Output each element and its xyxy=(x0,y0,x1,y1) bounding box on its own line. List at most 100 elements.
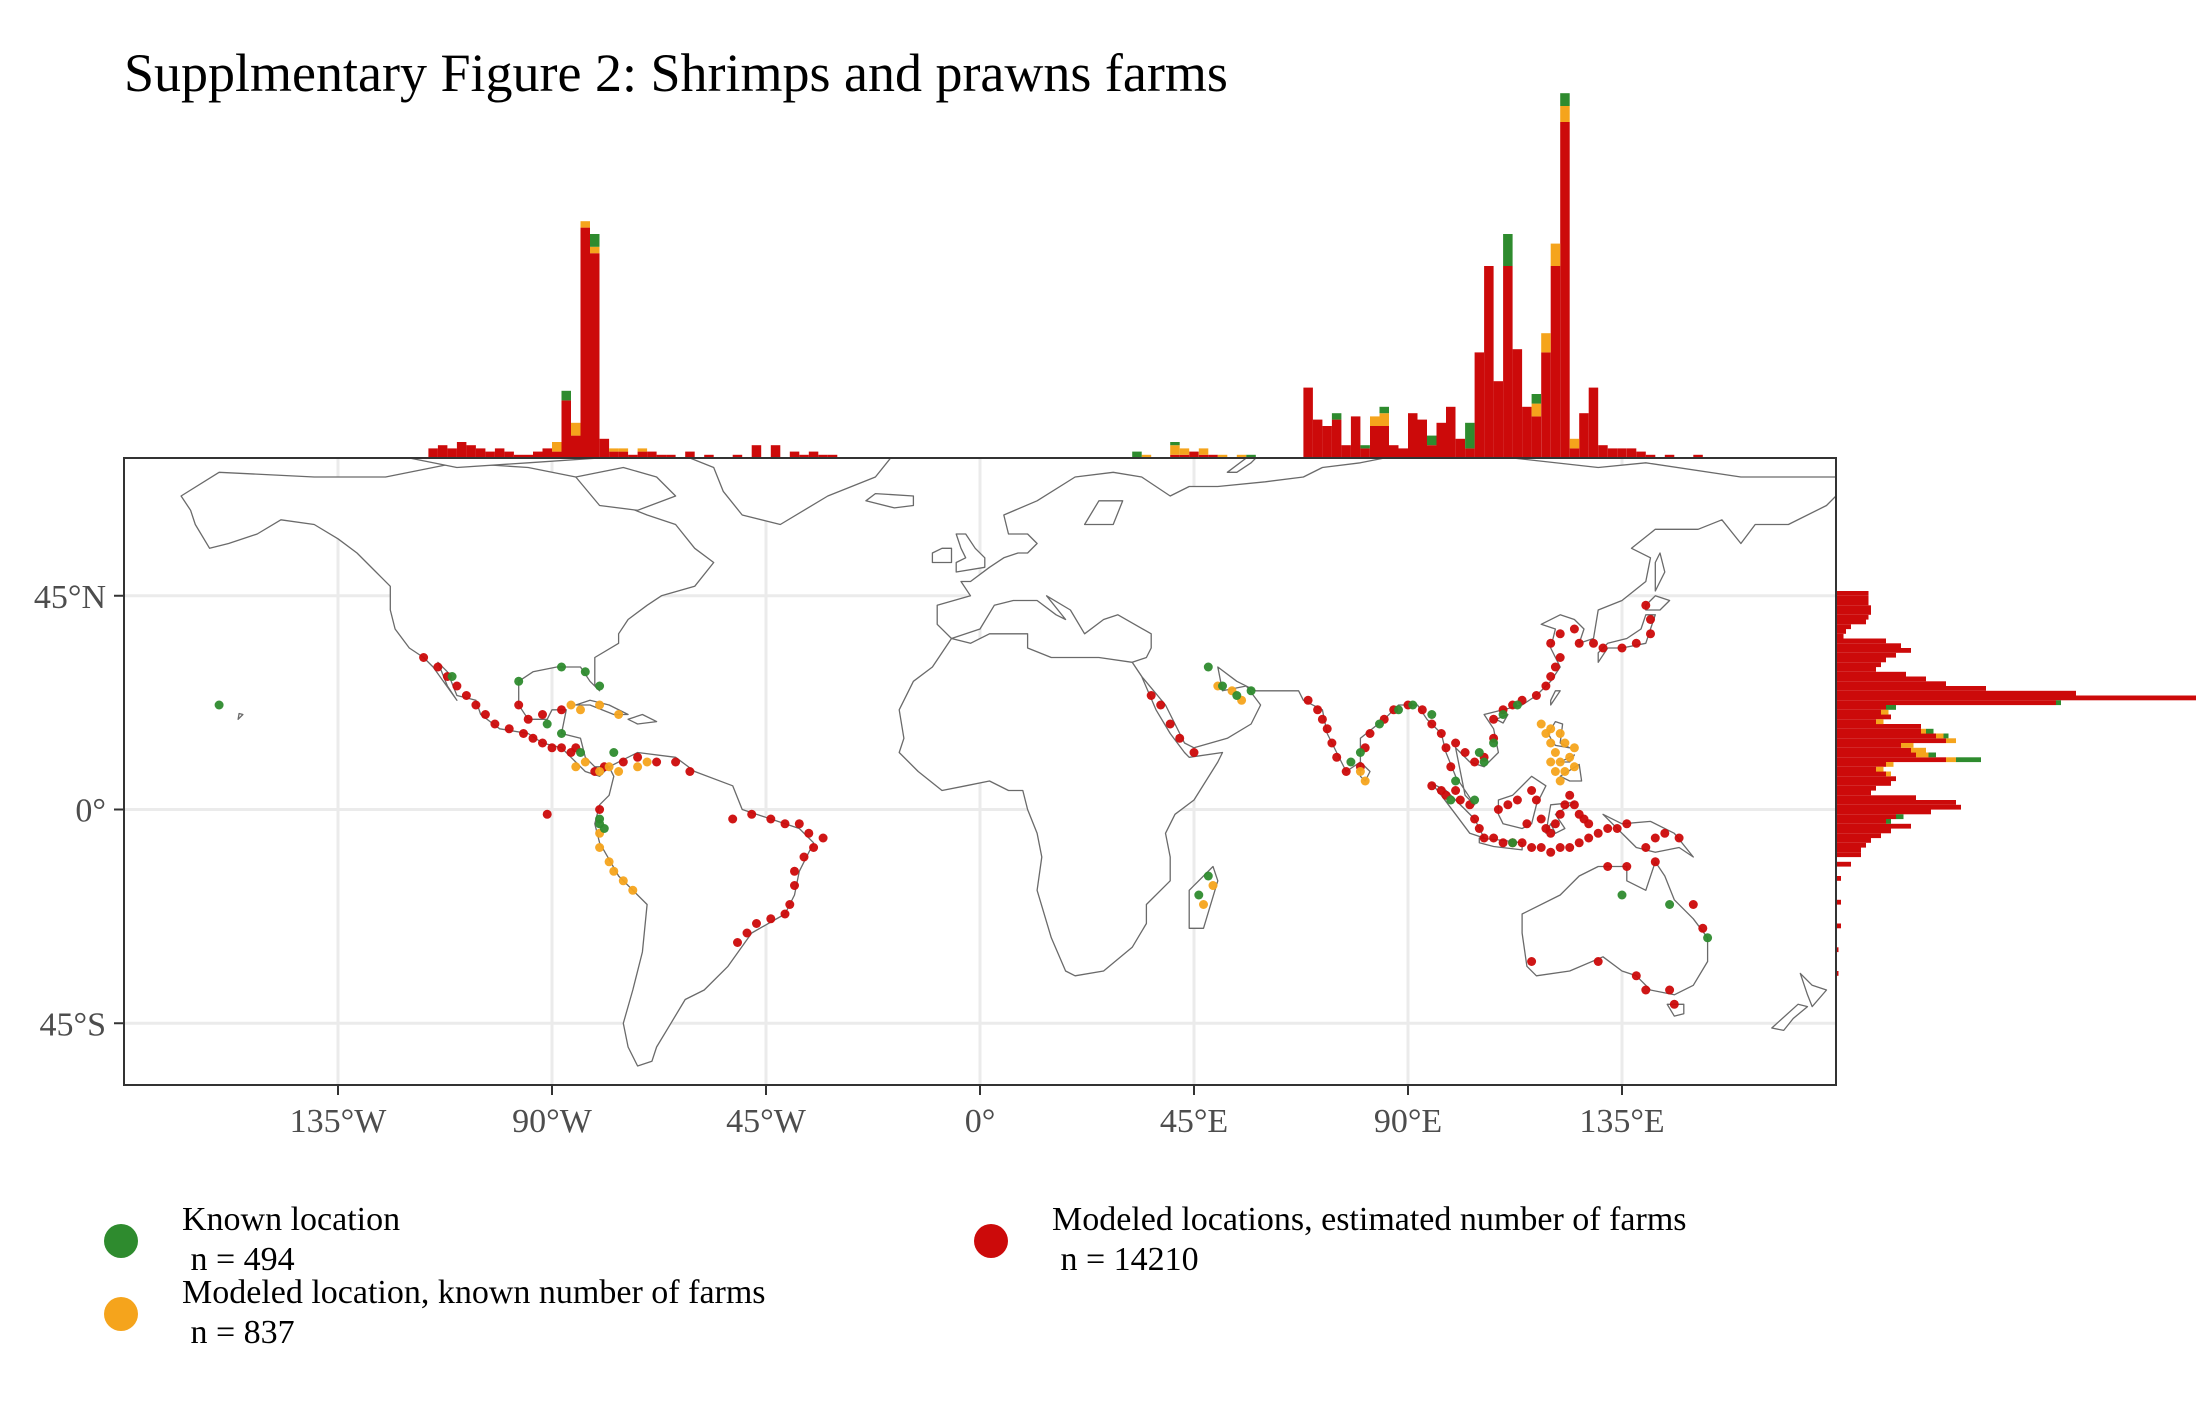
farm-point xyxy=(766,914,776,924)
latitude-bin-bar xyxy=(1836,971,1839,976)
longitude-bin-bar xyxy=(561,390,571,401)
farm-point xyxy=(1498,838,1508,848)
latitude-bin-bar xyxy=(1886,705,1896,710)
latitude-bin-bar xyxy=(1836,690,2076,696)
latitude-bin-bar xyxy=(1836,828,1891,834)
legend-count: n = 14210 xyxy=(1052,1241,1199,1278)
farm-point xyxy=(1612,824,1622,833)
farm-point xyxy=(1489,833,1499,843)
farm-point xyxy=(1489,714,1499,724)
farm-point xyxy=(1660,828,1670,838)
latitude-bin-bar xyxy=(1836,790,1871,796)
farm-point xyxy=(1451,776,1461,786)
farm-point xyxy=(1641,843,1651,852)
latitude-histogram xyxy=(1836,591,2196,976)
latitude-bin-bar xyxy=(1836,876,1841,881)
farm-point xyxy=(595,700,605,710)
farm-point xyxy=(1446,762,1456,772)
longitude-bin-bar xyxy=(590,253,600,458)
x-tick-label: 45°E xyxy=(1160,1103,1228,1140)
latitude-bin-bar xyxy=(1836,743,1901,748)
farm-point xyxy=(1427,719,1437,729)
latitude-bin-bar xyxy=(1876,766,1884,772)
farm-point xyxy=(1698,923,1708,933)
latitude-bin-bar xyxy=(1921,728,1926,734)
new-zealand-north xyxy=(1799,972,1828,1008)
latitude-bin-bar xyxy=(1886,819,1891,824)
latitude-bin-bar xyxy=(1916,752,1929,758)
x-tick-label: 135°W xyxy=(290,1103,388,1140)
longitude-bin-bar xyxy=(818,454,828,458)
longitude-bin-bar xyxy=(1474,352,1485,458)
longitude-bin-bar xyxy=(1560,106,1570,122)
longitude-bin-bar xyxy=(1370,426,1380,458)
longitude-bin-bar xyxy=(1170,445,1180,455)
farm-point xyxy=(1527,957,1537,966)
farm-point xyxy=(1451,786,1461,795)
farm-point xyxy=(1517,838,1527,848)
baffin-outline xyxy=(575,466,677,511)
latitude-bin-bar xyxy=(1946,738,1956,744)
latitude-bin-bar xyxy=(1928,752,1936,758)
longitude-bin-bar xyxy=(1465,422,1475,449)
farm-point xyxy=(1531,691,1541,700)
longitude-bin-bar xyxy=(580,227,590,458)
farm-point xyxy=(447,672,457,681)
latitude-bin-bar xyxy=(1836,809,1931,815)
farm-point xyxy=(1622,862,1632,871)
farm-point xyxy=(1470,757,1480,767)
longitude-bin-bar xyxy=(1189,451,1199,458)
farm-point xyxy=(576,748,585,757)
farm-point xyxy=(1208,881,1218,890)
farm-point xyxy=(1503,800,1513,810)
map-panel xyxy=(123,457,1837,1086)
latitude-bin-bar xyxy=(1836,814,1896,820)
farm-point xyxy=(1203,662,1213,672)
latitude-bin-bar xyxy=(1836,838,1871,843)
latitude-bin-bar xyxy=(1836,847,1861,853)
longitude-bin-bar xyxy=(599,438,610,458)
farm-point xyxy=(1508,838,1518,848)
farm-point xyxy=(1550,819,1560,829)
farm-point xyxy=(1550,767,1560,776)
longitude-bin-bar xyxy=(1455,438,1466,458)
longitude-bin-bar xyxy=(1217,454,1228,458)
farm-point xyxy=(1527,843,1537,852)
farm-point xyxy=(1460,748,1470,757)
longitude-bin-bar xyxy=(1484,266,1494,458)
farm-point xyxy=(1555,809,1565,819)
latitude-bin-bar xyxy=(1936,733,1944,739)
farm-point xyxy=(1341,767,1351,776)
farm-point xyxy=(1474,824,1484,833)
latitude-bin-bar xyxy=(1836,657,1886,663)
latitude-bin-bar xyxy=(1886,762,1894,767)
latitude-bin-bar xyxy=(2056,700,2061,706)
latitude-bin-bar xyxy=(1926,728,1934,734)
longitude-bin-bar xyxy=(590,234,600,247)
farm-point xyxy=(604,857,614,867)
farm-point xyxy=(1175,733,1185,743)
latitude-bin-bar xyxy=(1836,833,1881,839)
farm-point xyxy=(1493,805,1503,814)
farm-point xyxy=(557,705,566,715)
farm-point xyxy=(1603,862,1613,871)
farm-point xyxy=(1631,638,1641,648)
x-tick-label: 45°W xyxy=(726,1103,807,1140)
latitude-bin-bar xyxy=(1836,923,1841,929)
farm-point xyxy=(1617,643,1627,653)
farm-point xyxy=(1598,643,1608,653)
longitude-bin-bar xyxy=(1579,413,1589,458)
australia-outline xyxy=(1521,861,1709,996)
farm-point xyxy=(480,710,490,719)
farm-point xyxy=(1522,819,1532,829)
farm-point xyxy=(1427,781,1437,791)
farm-point xyxy=(1593,957,1603,966)
farm-point xyxy=(1560,800,1570,810)
farm-point xyxy=(1199,900,1208,909)
farm-point xyxy=(419,653,429,662)
latitude-bin-bar xyxy=(1836,800,1956,805)
uk-outline xyxy=(955,533,986,573)
longitude-bin-bar xyxy=(1341,445,1351,458)
modeled-known-swatch xyxy=(104,1297,138,1331)
